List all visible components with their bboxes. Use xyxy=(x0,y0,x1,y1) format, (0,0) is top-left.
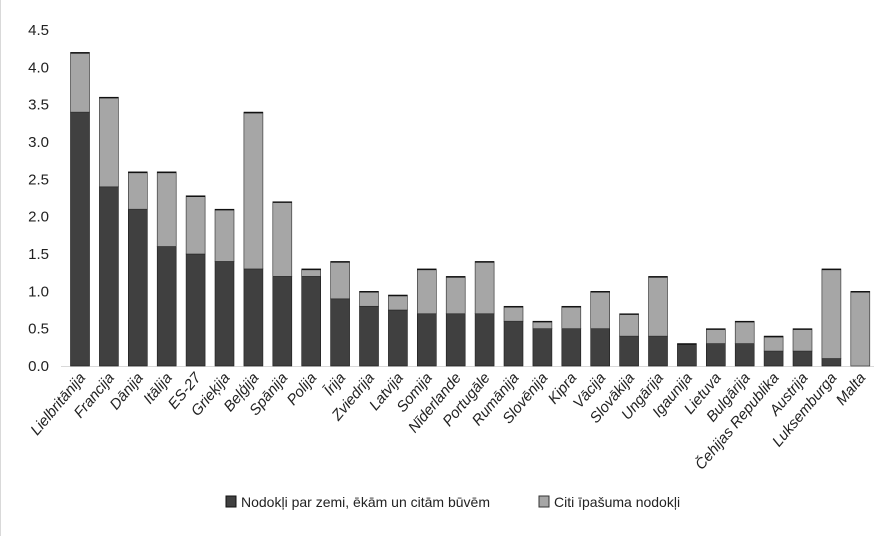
bar-other-property xyxy=(503,305,524,322)
y-tick-label: 0.0 xyxy=(28,358,49,375)
bar-other-property xyxy=(850,291,871,367)
x-tick-label: Polija xyxy=(284,370,321,409)
legend-swatch-land-buildings xyxy=(225,495,237,508)
y-tick-label: 4.5 xyxy=(28,22,49,39)
y-tick-label: 3.0 xyxy=(28,134,49,151)
bar-other-property xyxy=(388,294,408,311)
bar-land-buildings xyxy=(821,358,842,367)
y-tick-label: 2.5 xyxy=(28,171,49,188)
bar-other-property xyxy=(561,305,582,329)
bar-land-buildings xyxy=(185,253,206,367)
bar-other-property xyxy=(619,313,639,337)
y-axis: 0.0 0.5 1.0 1.5 2.0 2.5 3.0 3.5 4.0 4.5 xyxy=(28,22,874,375)
bar-other-property xyxy=(243,111,264,270)
bar-land-buildings xyxy=(763,350,784,367)
bar-land-buildings xyxy=(70,111,90,367)
bar-land-buildings xyxy=(677,343,697,367)
bar-land-buildings xyxy=(99,186,119,367)
bar-land-buildings xyxy=(156,246,177,367)
bar-other-property xyxy=(445,276,466,315)
y-tick-label: 0.5 xyxy=(28,321,49,338)
y-tick-label: 2.0 xyxy=(28,209,49,226)
bar-land-buildings xyxy=(590,328,611,367)
bar-other-property xyxy=(272,201,293,277)
bar-other-property xyxy=(763,335,784,352)
legend-swatch-other-property xyxy=(538,495,550,508)
bar-other-property xyxy=(821,268,842,359)
bar-land-buildings xyxy=(445,313,466,367)
bar-other-property xyxy=(734,320,755,344)
bar-land-buildings xyxy=(792,350,813,367)
bar-land-buildings xyxy=(561,328,582,367)
bar-land-buildings xyxy=(388,309,408,367)
bar-other-property xyxy=(214,208,235,262)
y-tick-label: 1.5 xyxy=(28,246,49,263)
bar-land-buildings xyxy=(619,335,639,367)
bar-other-property xyxy=(156,171,177,247)
bar-other-property xyxy=(99,96,119,188)
bar-other-property xyxy=(359,291,379,307)
bar-land-buildings xyxy=(214,261,235,367)
x-tick-label: Malta xyxy=(833,370,870,409)
x-axis-labels: LielbritānijaFrancijaDānijaItālijaES-27G… xyxy=(27,369,869,473)
legend-label-land-buildings: Nodokļi par zemi, ēkām un citām būvēm xyxy=(241,494,490,510)
bar-other-property xyxy=(474,261,495,315)
bar-land-buildings xyxy=(301,276,322,367)
bar-land-buildings xyxy=(359,305,379,367)
legend-label-other-property: Citi īpašuma nodokļi xyxy=(554,494,680,510)
bar-other-property xyxy=(705,328,726,344)
bar-land-buildings xyxy=(648,335,668,367)
bar-other-property xyxy=(185,195,206,255)
bar-land-buildings xyxy=(330,298,350,367)
bar-other-property xyxy=(70,52,90,113)
bars xyxy=(70,52,871,367)
legend: Nodokļi par zemi, ēkām un citām būvēm Ci… xyxy=(225,494,680,510)
y-tick-label: 3.5 xyxy=(28,97,49,114)
bar-land-buildings xyxy=(128,208,148,367)
bar-other-property xyxy=(590,291,611,329)
bar-other-property xyxy=(128,171,148,210)
bar-land-buildings xyxy=(474,313,495,367)
bar-other-property xyxy=(648,276,668,337)
bar-land-buildings xyxy=(705,343,726,367)
bar-land-buildings xyxy=(272,276,293,367)
y-tick-label: 4.0 xyxy=(28,59,49,76)
y-tick-label: 1.0 xyxy=(28,283,49,300)
bar-land-buildings xyxy=(243,268,264,367)
bar-land-buildings xyxy=(734,343,755,367)
bar-land-buildings xyxy=(416,313,437,367)
bar-other-property xyxy=(330,261,350,300)
bar-land-buildings xyxy=(532,328,553,367)
bar-other-property xyxy=(416,268,437,315)
bar-other-property xyxy=(792,328,813,352)
bar-land-buildings xyxy=(503,320,524,367)
